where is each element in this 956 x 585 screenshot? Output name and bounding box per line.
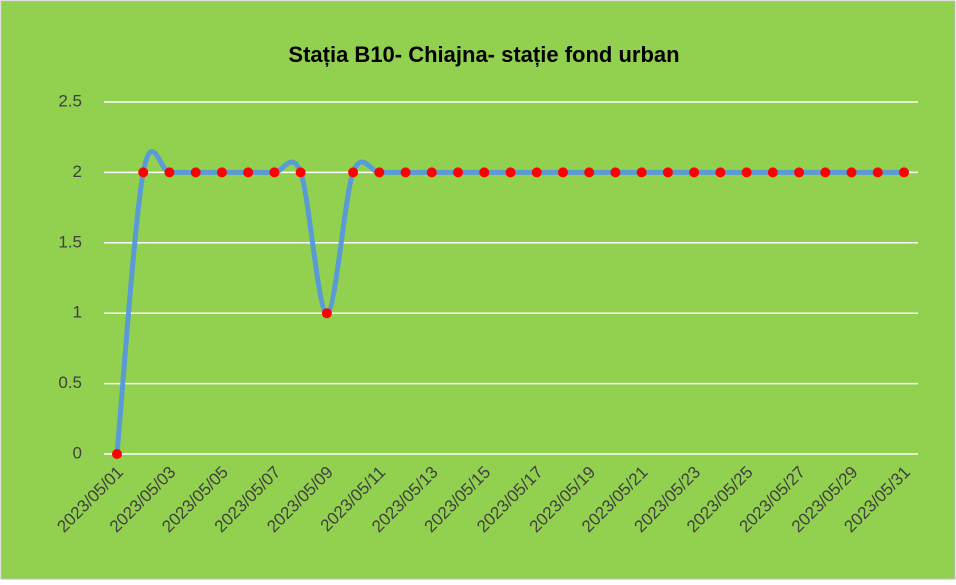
point-marker xyxy=(846,167,857,178)
point-marker xyxy=(400,167,411,178)
point-marker xyxy=(348,167,359,178)
point-marker xyxy=(112,449,122,459)
point-marker xyxy=(636,167,647,178)
point-marker xyxy=(662,167,673,178)
point-marker xyxy=(321,308,332,319)
point-marker xyxy=(190,167,201,178)
point-marker xyxy=(689,167,700,178)
y-tick-label: 2 xyxy=(73,162,82,181)
chart-title: Stația B10- Chiajna- stație fond urban xyxy=(288,42,679,67)
point-marker xyxy=(820,167,831,178)
y-tick-label: 0.5 xyxy=(58,373,82,392)
point-marker xyxy=(794,167,805,178)
point-marker xyxy=(584,167,595,178)
point-marker xyxy=(479,167,490,178)
point-marker xyxy=(767,167,778,178)
point-marker xyxy=(610,167,621,178)
point-marker xyxy=(138,167,149,178)
point-marker xyxy=(164,167,175,178)
y-tick-label: 1 xyxy=(73,303,82,322)
point-marker xyxy=(557,167,568,178)
point-marker xyxy=(872,167,883,178)
point-marker xyxy=(216,167,227,178)
point-marker xyxy=(374,167,385,178)
point-marker xyxy=(426,167,437,178)
point-marker xyxy=(899,167,909,178)
point-marker xyxy=(741,167,752,178)
point-marker xyxy=(505,167,516,178)
point-marker xyxy=(715,167,726,178)
point-marker xyxy=(243,167,254,178)
point-marker xyxy=(269,167,280,178)
y-tick-label: 2.5 xyxy=(58,91,82,110)
point-marker xyxy=(453,167,464,178)
y-tick-label: 1.5 xyxy=(58,232,82,251)
point-marker xyxy=(295,167,306,178)
point-marker xyxy=(531,167,542,178)
y-tick-label: 0 xyxy=(73,443,82,462)
